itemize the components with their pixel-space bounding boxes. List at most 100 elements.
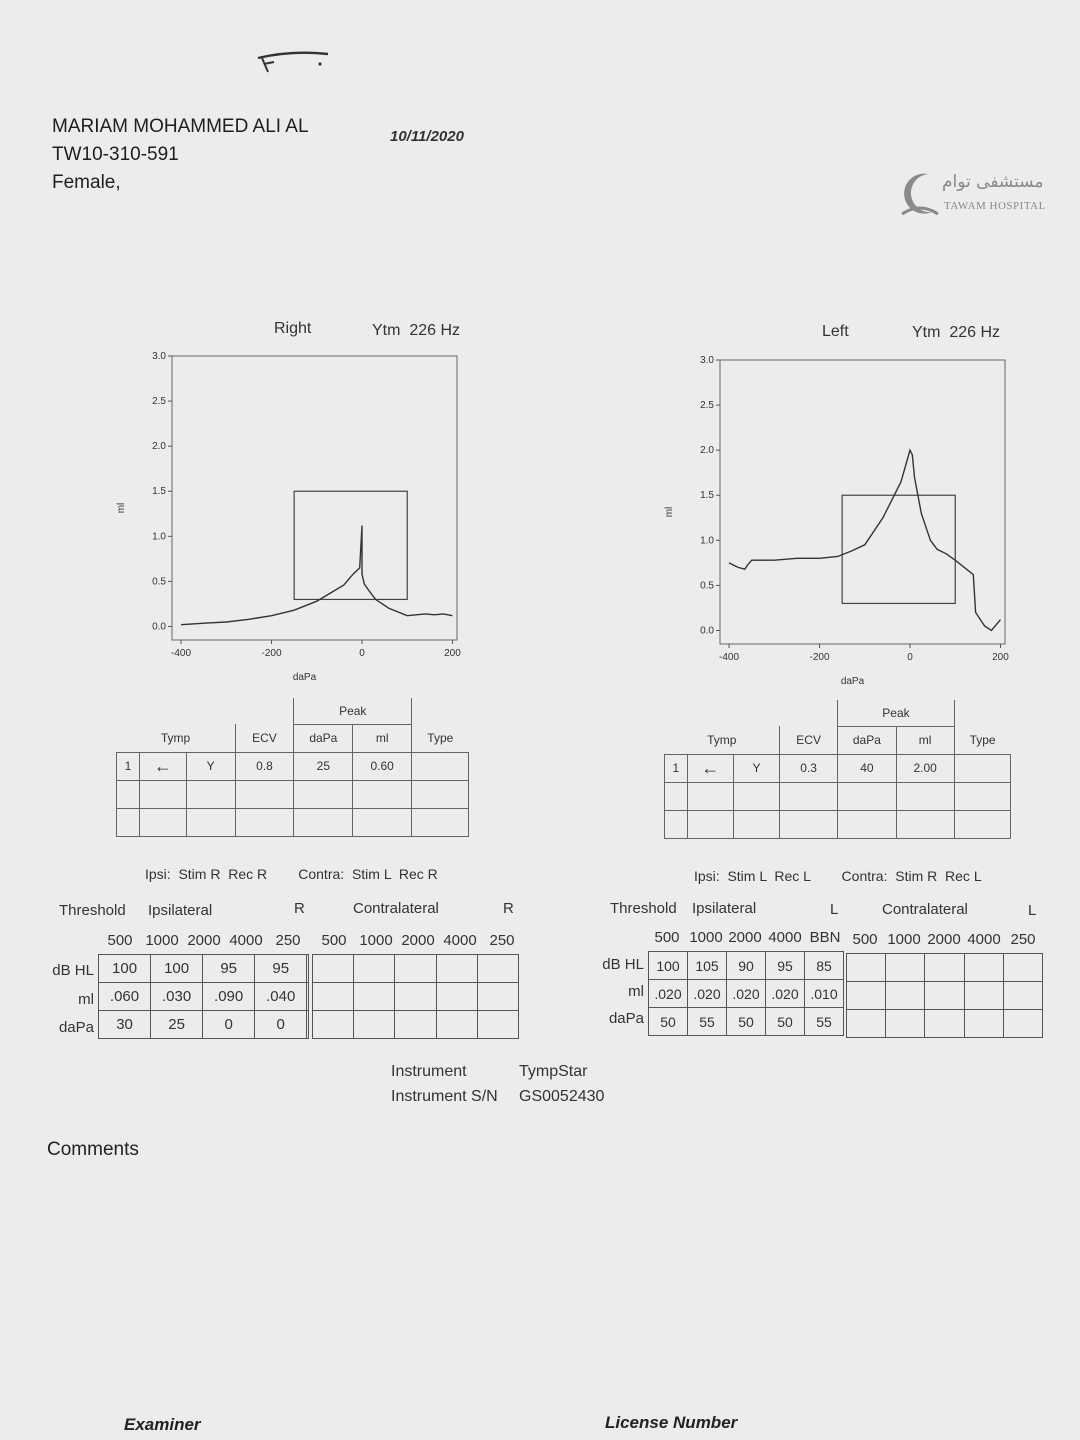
left-ipsi-threshold-table: 100 105 90 95 85 .020 .020 .020 .020 .01… <box>648 951 844 1036</box>
right-y-tick-label: 1.5 <box>152 486 166 497</box>
left-contra-label: Contralateral <box>882 901 968 918</box>
value-cell: 85 <box>804 951 844 980</box>
value-cell: 55 <box>687 1007 727 1036</box>
right-type-value <box>411 751 469 781</box>
right-ecv-value: 0.8 <box>234 751 295 781</box>
left-x-tick-label: -400 <box>719 652 739 663</box>
signature-scribble <box>257 51 329 73</box>
freq-label: 500 <box>321 932 347 949</box>
logo-crescent-icon <box>901 173 939 216</box>
left-y-tick-label: 2.5 <box>700 400 714 411</box>
right-arrow-icon: ← <box>138 751 187 781</box>
left-tympanogram-chart: 0.0 0.5 1.0 1.5 2.0 2.5 3.0 -400 -200 0 200 daPa ml <box>664 355 1009 687</box>
freq-label: 2000 <box>927 931 961 948</box>
right-chart-probe: Ytm 226 Hz <box>372 322 461 339</box>
left-y-tick-label: 0.0 <box>700 625 714 636</box>
freq-label: 1000 <box>359 932 393 949</box>
logo-english-text: TAWAM HOSPITAL <box>944 200 1046 212</box>
left-peak-ml-value: 2.00 <box>895 753 955 783</box>
right-chart-title: Right <box>274 320 312 337</box>
right-x-tick-label: -200 <box>262 648 282 659</box>
freq-label: 4000 <box>443 932 477 949</box>
freq-label: 4000 <box>768 929 802 946</box>
value-cell: 50 <box>726 1007 766 1036</box>
freq-label: 4000 <box>967 931 1001 948</box>
right-contra-threshold-table <box>311 954 520 1039</box>
value-cell: 0 <box>254 1010 308 1039</box>
right-y-tick-label: 1.0 <box>152 531 166 542</box>
instrument-sn-value: GS0052430 <box>519 1088 605 1105</box>
left-x-tick-label: -200 <box>810 652 830 663</box>
value-cell: 95 <box>254 954 308 983</box>
right-x-tick-label: 0 <box>359 648 365 659</box>
left-row-num: 1 <box>664 753 688 783</box>
left-y-tick-label: 1.5 <box>700 490 714 501</box>
freq-label: 250 <box>1010 931 1036 948</box>
right-ipsi-ear: R <box>294 900 305 917</box>
left-x-axis-label: daPa <box>841 676 865 687</box>
examiner-label: Examiner <box>124 1415 201 1434</box>
value-cell: 0 <box>202 1010 256 1039</box>
left-ipsi-ear: L <box>830 901 839 918</box>
value-cell: 100 <box>97 954 152 983</box>
freq-label: 4000 <box>229 932 263 949</box>
left-row-label-ml: ml <box>628 983 644 1000</box>
freq-label: 1000 <box>145 932 179 949</box>
right-y-tick-label: 3.0 <box>152 351 166 362</box>
left-chart-probe: Ytm 226 Hz <box>912 324 1001 341</box>
left-type-header: Type <box>953 726 1011 755</box>
freq-label: 250 <box>489 932 515 949</box>
comments-label: Comments <box>47 1139 139 1160</box>
left-ecv-header: ECV <box>779 726 839 755</box>
left-y-axis-label: ml <box>664 507 675 518</box>
right-row-label-dbhl: dB HL <box>52 962 94 979</box>
value-cell: 90 <box>726 951 766 980</box>
value-cell <box>306 1010 309 1039</box>
value-cell: 105 <box>687 951 727 980</box>
hospital-logo: مستشفى توام TAWAM HOSPITAL <box>898 168 1078 228</box>
left-row-label-dbhl: dB HL <box>602 956 644 973</box>
left-x-tick-label: 200 <box>992 652 1009 663</box>
value-cell: 50 <box>648 1007 688 1036</box>
value-cell: .020 <box>687 979 727 1008</box>
left-ipsi-freq-row: 500 1000 2000 4000 BBN <box>648 929 844 946</box>
value-cell: .010 <box>804 979 844 1008</box>
value-cell: .020 <box>765 979 805 1008</box>
right-y-tick-label: 0.5 <box>152 576 166 587</box>
patient-sex: Female, <box>52 172 121 193</box>
instrument-sn-label: Instrument S/N <box>391 1088 498 1105</box>
left-y-tick-label: 0.5 <box>700 580 714 591</box>
left-tymp-flag: Y <box>732 753 781 783</box>
right-x-tick-label: 200 <box>444 648 461 659</box>
right-threshold-label: Threshold <box>59 902 126 919</box>
left-threshold-label: Threshold <box>610 900 677 917</box>
right-peak-header: Peak <box>293 698 413 724</box>
left-peak-ml-header: ml <box>895 725 955 755</box>
freq-label: 2000 <box>187 932 221 949</box>
freq-label: 2000 <box>401 932 435 949</box>
right-x-axis-label: daPa <box>293 672 317 683</box>
right-normal-region-box <box>293 490 408 601</box>
left-y-tick-label: 3.0 <box>700 355 714 366</box>
right-ipsi-label: Ipsilateral <box>148 902 213 919</box>
right-row-label-dapa: daPa <box>58 1019 94 1036</box>
left-peak-dapa-value: 40 <box>837 753 897 783</box>
left-contra-threshold-table <box>845 953 1044 1038</box>
left-y-tick-label: 2.0 <box>700 445 714 456</box>
value-cell: .020 <box>726 979 766 1008</box>
right-peak-ml-header: ml <box>352 723 413 753</box>
instrument-value: TympStar <box>519 1063 588 1080</box>
value-cell: 100 <box>648 951 688 980</box>
right-contra-freq-row: 500 1000 2000 4000 250 <box>313 932 523 949</box>
right-y-tick-label: 2.0 <box>152 441 166 452</box>
value-cell: 95 <box>765 951 805 980</box>
freq-label: 500 <box>654 929 680 946</box>
left-row-label-dapa: daPa <box>608 1010 644 1027</box>
value-cell: 100 <box>150 954 204 983</box>
right-tympanogram-chart: 0.0 0.5 1.0 1.5 2.0 2.5 3.0 -400 -200 0 200 daPa ml <box>116 351 461 683</box>
right-tymp-header: Tymp <box>116 724 236 753</box>
freq-label: BBN <box>809 929 841 946</box>
value-cell: .090 <box>202 982 256 1011</box>
freq-label: 1000 <box>887 931 921 948</box>
value-cell: .040 <box>254 982 308 1011</box>
